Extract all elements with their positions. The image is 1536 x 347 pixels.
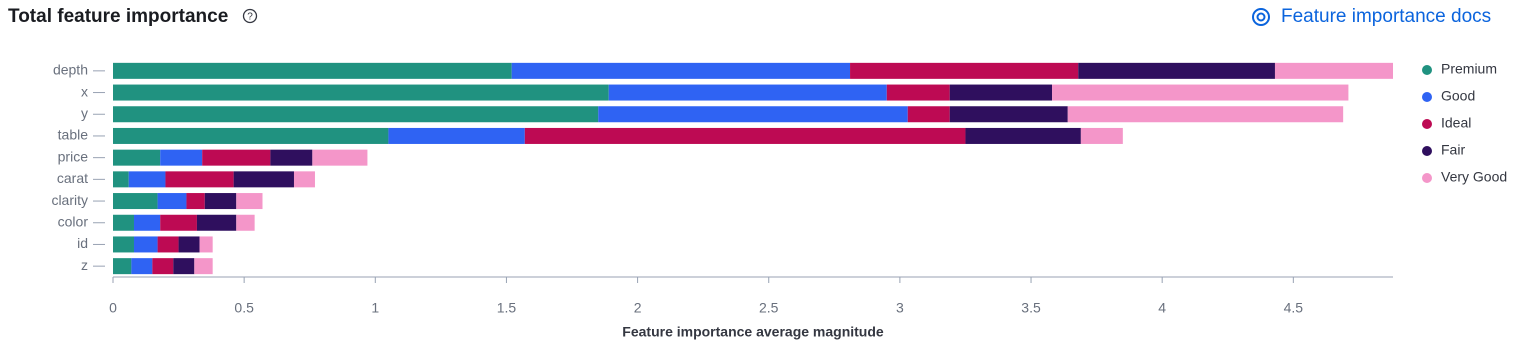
bar-segment [157,236,179,253]
bar-segment [194,258,213,275]
y-tick-label: color [58,213,89,229]
bar-segment [270,149,313,166]
x-tick-label: 0 [109,300,117,316]
bar-segment [949,84,1053,101]
bar-segment [131,258,153,275]
bar-segment [133,236,158,253]
bar-segment [524,127,966,144]
bar-segment [152,258,174,275]
bar-segment [236,193,263,210]
y-tick-label: clarity [51,192,88,208]
bar-segment [608,84,887,101]
chart-title: Total feature importance [8,6,228,27]
y-tick-label: price [58,148,89,164]
bar-segment [173,258,195,275]
bar-segment [511,62,851,79]
legend-swatch [1422,173,1432,183]
bar-segment [598,106,908,123]
bar-segment [204,193,237,210]
bar-segment [165,171,234,188]
x-tick-label: 2.5 [759,300,779,316]
x-axis-title: Feature importance average magnitude [622,324,884,340]
x-tick-label: 4 [1158,300,1166,316]
legend-swatch [1422,65,1432,75]
docs-link-text[interactable]: Feature importance docs [1281,6,1491,27]
bar-segment [133,214,161,231]
legend-swatch [1422,119,1432,129]
bar-segment [388,127,525,144]
bar-segment [850,62,1079,79]
bar-segment [186,193,205,210]
x-tick-label: 4.5 [1284,300,1304,316]
bar-segment [949,106,1068,123]
bar-segment [907,106,950,123]
legend-label: Fair [1441,142,1465,158]
bar-segment [113,193,158,210]
bar-segment [1274,62,1393,79]
bar-segment [113,236,134,253]
bar-segment [1052,84,1349,101]
bar-segment [113,171,129,188]
y-tick-label: carat [57,170,88,186]
y-tick-label: z [81,257,88,273]
legend-swatch [1422,92,1432,102]
legend-label: Premium [1441,61,1497,77]
x-tick-label: 3 [896,300,904,316]
y-tick-label: y [81,105,88,121]
bar-segment [202,149,271,166]
bar-segment [196,214,237,231]
bar-segment [1067,106,1344,123]
bar-segment [113,62,512,79]
bar-segment [128,171,166,188]
bar-segment [293,171,315,188]
help-icon[interactable]: ? [242,8,258,24]
y-tick-label: table [58,127,89,143]
legend-swatch [1422,146,1432,156]
bar-segment [113,214,134,231]
bar-segment [1078,62,1275,79]
y-tick-label: id [77,235,88,251]
bar-segment [113,106,599,123]
bar-segment [236,214,255,231]
legend-label: Very Good [1441,169,1507,185]
x-tick-label: 3.5 [1021,300,1041,316]
bar-segment [199,236,213,253]
y-tick-label: depth [53,62,88,78]
bar-segment [113,127,389,144]
bar-segment [233,171,294,188]
bar-segment [312,149,368,166]
bar-segment [160,149,203,166]
legend-label: Good [1441,88,1475,104]
bar-segment [160,214,197,231]
bar-segment [965,127,1081,144]
bar-segment [113,258,132,275]
docs-link[interactable]: Feature importance docs [1252,6,1491,27]
bar-segment [113,84,609,101]
svg-text:?: ? [247,12,253,23]
x-tick-label: 1.5 [497,300,517,316]
bar-segment [113,149,161,166]
x-tick-label: 2 [634,300,642,316]
bar-segment [157,193,187,210]
bar-segment [886,84,950,101]
x-tick-label: 0.5 [234,300,254,316]
bar-segment [1080,127,1123,144]
bar-segment [178,236,200,253]
x-tick-label: 1 [371,300,379,316]
y-tick-label: x [81,83,88,99]
legend-label: Ideal [1441,115,1471,131]
